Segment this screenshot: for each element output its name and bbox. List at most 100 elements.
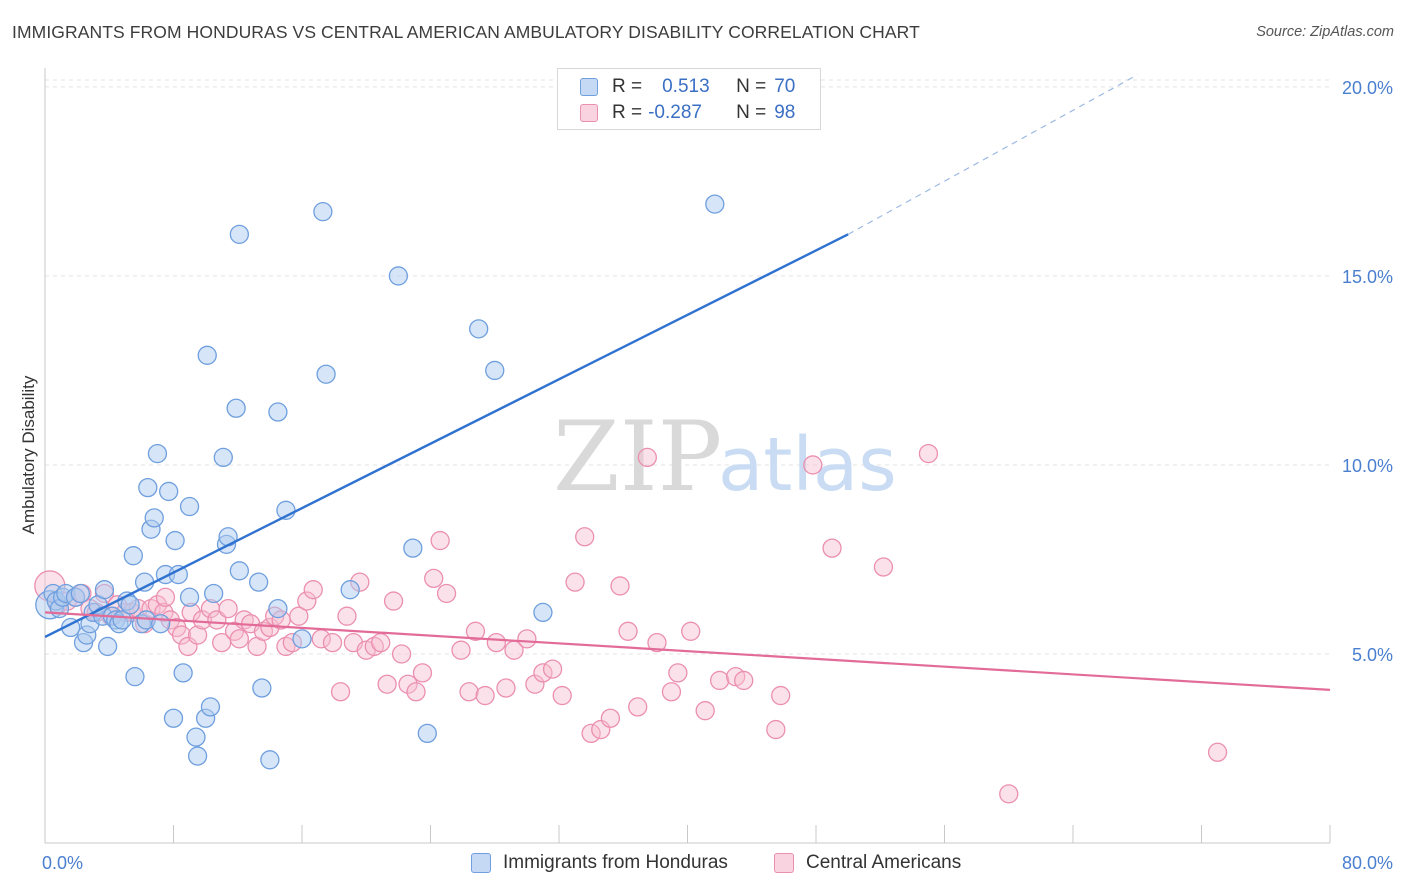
point-honduras: [187, 746, 208, 766]
point-central-americans: [371, 632, 391, 653]
point-honduras: [313, 202, 333, 222]
point-central-americans: [533, 663, 553, 683]
legend-row-honduras: R = 0.513 N = 70: [580, 75, 795, 99]
legend-r-label: R =: [612, 102, 643, 123]
correlation-legend: R = 0.513 N = 70 R = -0.287 N = 98: [557, 68, 821, 130]
point-honduras: [252, 678, 272, 698]
point-honduras: [179, 587, 200, 607]
point-honduras: [229, 561, 250, 581]
point-honduras: [268, 598, 288, 619]
series-legend-central-americans: Central Americans: [774, 852, 961, 874]
trend-extension-honduras: [847, 74, 1138, 235]
point-central-americans: [229, 629, 250, 649]
legend-swatch-pink: [580, 104, 598, 122]
point-central-americans: [322, 632, 343, 653]
point-honduras: [485, 360, 505, 381]
point-central-americans: [517, 629, 537, 649]
point-honduras: [229, 224, 250, 244]
point-central-americans: [303, 580, 323, 600]
point-central-americans: [171, 625, 192, 645]
point-honduras: [292, 629, 312, 649]
point-central-americans: [999, 784, 1019, 804]
point-honduras: [260, 750, 280, 770]
y-tick-label: 10.0%: [1342, 456, 1393, 476]
point-honduras: [469, 319, 489, 339]
point-central-americans: [918, 443, 939, 464]
source-credit: Source: ZipAtlas.com: [1256, 24, 1394, 40]
point-central-americans: [628, 697, 648, 717]
point-central-americans: [600, 708, 621, 728]
legend-row-central-americans: R = -0.287 N = 98: [580, 101, 795, 125]
point-central-americans: [436, 583, 457, 604]
point-central-americans: [475, 685, 495, 706]
point-honduras: [159, 481, 179, 502]
y-axis-label: Ambulatory Disability: [19, 375, 38, 534]
point-central-americans: [647, 632, 667, 653]
point-honduras: [97, 636, 118, 657]
point-honduras: [226, 398, 246, 418]
point-central-americans: [496, 678, 516, 698]
point-central-americans: [610, 576, 630, 596]
point-honduras: [125, 667, 145, 687]
point-honduras: [340, 580, 360, 600]
point-central-americans: [565, 572, 585, 592]
axis-labels: Ambulatory Disability 5.0% 10.0% 15.0% 20.0…: [19, 78, 1393, 873]
point-central-americans: [187, 625, 208, 645]
point-central-americans: [289, 606, 309, 626]
legend-swatch-blue: [580, 78, 598, 96]
watermark: ZIP atlas: [553, 401, 897, 513]
point-honduras: [705, 194, 725, 214]
point-central-americans: [192, 610, 213, 630]
point-central-americans: [542, 659, 563, 679]
point-central-americans: [873, 557, 894, 577]
point-honduras: [248, 572, 269, 592]
point-honduras: [144, 508, 164, 528]
point-central-americans: [383, 591, 404, 611]
point-honduras: [94, 580, 115, 600]
point-honduras: [200, 697, 221, 717]
legend-n-value: 98: [774, 102, 796, 123]
point-honduras: [213, 447, 233, 468]
trend-line-honduras: [44, 233, 849, 639]
point-honduras: [268, 402, 288, 422]
point-central-americans: [709, 670, 730, 691]
point-honduras: [165, 530, 185, 551]
point-central-americans: [637, 447, 657, 468]
point-central-americans: [695, 701, 715, 721]
legend-r-value: 0.513: [662, 76, 710, 97]
point-central-americans: [681, 621, 701, 641]
axes: [44, 68, 1331, 844]
point-central-americans: [822, 538, 842, 558]
point-honduras: [197, 345, 217, 365]
watermark-zip: ZIP: [553, 401, 722, 513]
trend-line-central-americans: [44, 611, 1331, 691]
point-honduras: [186, 727, 206, 747]
point-central-americans: [451, 640, 471, 660]
point-central-americans: [337, 606, 357, 626]
series-legend: Immigrants from Honduras Central America…: [0, 852, 1406, 878]
point-central-americans: [406, 682, 426, 702]
point-honduras: [533, 602, 553, 623]
point-central-americans: [412, 663, 433, 683]
point-central-americans: [459, 682, 479, 702]
point-central-americans: [377, 674, 397, 694]
legend-r-value: -0.287: [648, 102, 702, 123]
y-tick-label: 5.0%: [1352, 645, 1393, 665]
point-honduras: [138, 477, 158, 498]
chart-title: IMMIGRANTS FROM HONDURAS VS CENTRAL AMER…: [12, 22, 920, 42]
point-honduras: [173, 663, 193, 683]
legend-n-label: N =: [736, 102, 767, 123]
central-americans-points: [34, 443, 1228, 804]
point-central-americans: [668, 663, 688, 683]
watermark-atlas: atlas: [718, 422, 897, 508]
point-honduras: [204, 583, 224, 604]
point-honduras: [403, 538, 423, 558]
y-tick-label: 20.0%: [1342, 78, 1393, 98]
series-swatch-blue: [471, 853, 491, 873]
series-name: Immigrants from Honduras: [503, 852, 728, 873]
point-central-americans: [218, 598, 238, 619]
legend-r-label: R =: [612, 76, 643, 97]
honduras-points: [35, 194, 725, 770]
series-swatch-pink: [774, 853, 794, 873]
